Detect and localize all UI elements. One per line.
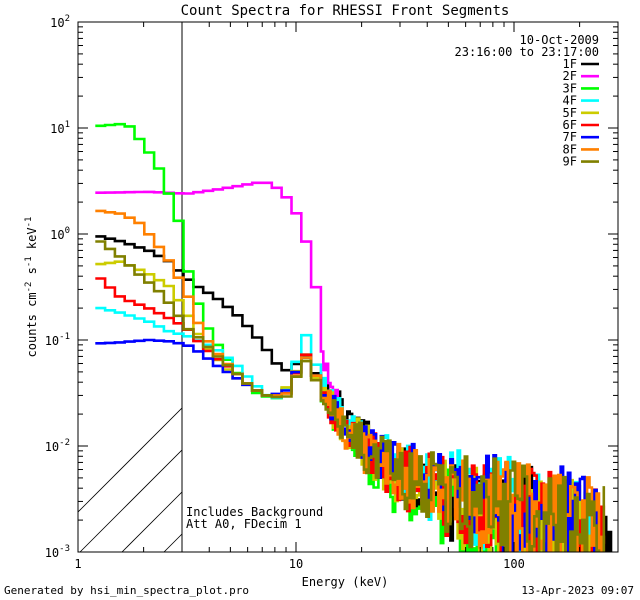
legend-label-6F: 6F — [563, 118, 577, 132]
legend-label-2F: 2F — [563, 69, 577, 83]
legend-label-5F: 5F — [563, 106, 577, 120]
y-tick-label: 10-3 — [45, 544, 70, 560]
y-tick-label: 10-1 — [45, 332, 70, 348]
x-tick-label: 100 — [503, 557, 525, 571]
legend-label-9F: 9F — [563, 155, 577, 169]
axis-ticks: 1 10 100 10-3 10-2 10-1 100 101 102 — [45, 14, 619, 571]
plot-frame — [77, 21, 619, 553]
legend-label-1F: 1F — [563, 57, 577, 71]
x-axis-label: Energy (keV) — [302, 575, 389, 589]
y-tick-label: 102 — [50, 14, 70, 30]
time-range-label: 23:16:00 to 23:17:00 — [455, 45, 600, 59]
y-tick-label: 100 — [50, 226, 70, 242]
series-line-2F — [95, 181, 342, 428]
y-tick-label: 101 — [50, 120, 70, 136]
hatch-line — [626, 22, 640, 552]
x-tick-label: 10 — [289, 557, 303, 571]
x-tick-label: 1 — [74, 557, 81, 571]
legend-label-7F: 7F — [563, 130, 577, 144]
legend-label-4F: 4F — [563, 94, 577, 108]
chart-title: Count Spectra for RHESSI Front Segments — [181, 3, 510, 19]
footer-generated-by: Generated by hsi_min_spectra_plot.pro — [4, 584, 249, 597]
y-tick-label: 10-2 — [45, 438, 70, 454]
footer-timestamp: 13-Apr-2023 09:07 — [521, 584, 634, 597]
y-axis-label: counts cm-2 s-1 keV-1 — [24, 217, 39, 358]
legend-label-3F: 3F — [563, 81, 577, 95]
date-label: 10-Oct-2009 — [520, 33, 599, 47]
series-line-9F — [95, 240, 606, 552]
series-group — [95, 122, 613, 552]
legend-label-8F: 8F — [563, 142, 577, 156]
annotation-background: Includes Background — [186, 505, 323, 519]
annotation-attenuator: Att A0, FDecim 1 — [186, 517, 302, 531]
